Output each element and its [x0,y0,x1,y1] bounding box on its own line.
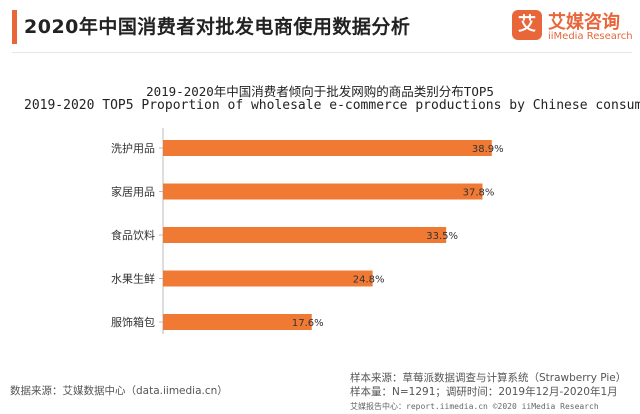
category-label: 服饰箱包 [111,315,155,329]
sample-source: 样本来源：草莓派数据调查与计算系统（Strawberry Pie） [350,372,627,384]
category-label: 水果生鲜 [111,272,155,286]
logo-text-cn: 艾媒咨询 [548,12,620,33]
header-divider [12,52,632,53]
value-label: 38.9% [472,144,504,155]
bar [163,270,373,287]
bar [163,140,492,156]
category-label: 洗护用品 [111,141,155,155]
logo-text-en: iiMedia Research [548,31,633,42]
bar [163,183,483,200]
header-accent-bar [12,10,17,44]
value-label: 24.8% [353,275,385,286]
category-label: 家居用品 [111,185,155,199]
value-label: 17.6% [292,318,324,329]
data-source: 数据来源：艾媒数据中心（data.iimedia.cn） [10,385,228,397]
sample-info: 样本量：N=1291；调研时间：2019年12月-2020年1月 [350,386,618,398]
value-label: 33.5% [426,231,458,242]
bar [163,227,447,243]
logo-icon: 艾 [512,10,542,40]
brand-logo: 艾 艾媒咨询 iiMedia Research [512,8,634,46]
chart-title: 2019-2020年中国消费者倾向于批发网购的商品类别分布TOP5 [146,84,494,99]
chart-subtitle: 2019-2020 TOP5 Proportion of wholesale e… [24,98,640,113]
bar [163,314,312,330]
value-label: 37.8% [463,188,495,199]
report-footer: 艾媒报告中心：report.iimedia.cn ©2020 iiMedia R… [350,402,599,411]
page-title: 2020年中国消费者对批发电商使用数据分析 [24,16,411,38]
category-label: 食品饮料 [111,228,155,242]
